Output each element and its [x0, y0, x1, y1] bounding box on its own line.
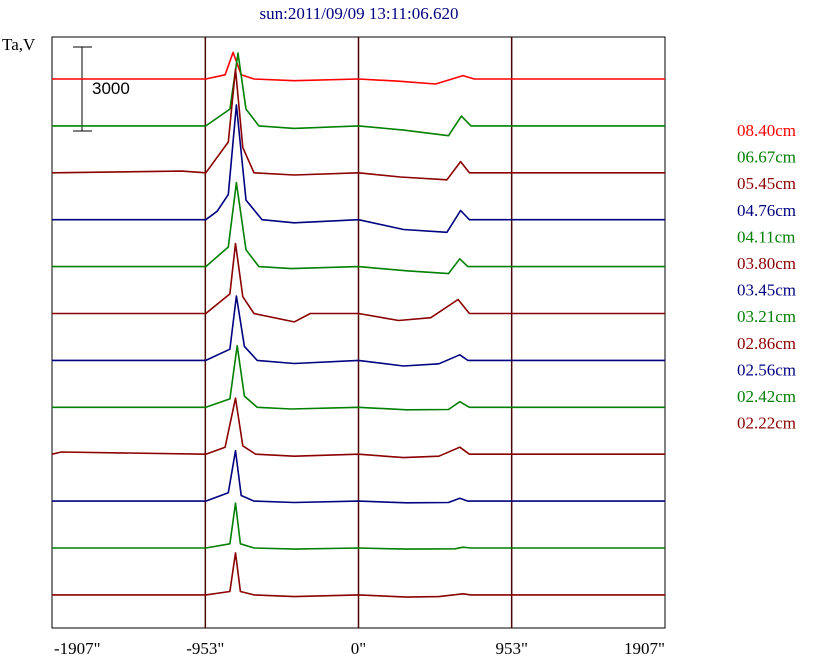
legend-item-03-80cm: 03.80cm [737, 254, 796, 273]
legend-item-03-21cm: 03.21cm [737, 307, 796, 326]
trace-04-76cm [52, 104, 665, 234]
trace-03-80cm [52, 242, 665, 323]
legend: 08.40cm 06.67cm 05.45cm 04.76cm 04.11cm 03.80… [737, 121, 796, 433]
trace-05-45cm [51, 68, 665, 181]
legend-item-04-11cm: 04.11cm [737, 227, 795, 246]
legend-item-08-40cm: 08.40cm [737, 121, 796, 140]
y-axis-label: Ta,V [2, 35, 36, 54]
trace-02-22cm [52, 552, 665, 598]
trace-02-42cm [52, 502, 665, 550]
legend-item-06-67cm: 06.67cm [737, 148, 796, 167]
x-tick-label-0: -1907" [54, 639, 101, 658]
legend-item-05-45cm: 05.45cm [737, 174, 796, 193]
trace-02-56cm [52, 449, 665, 504]
trace-08-40cm [52, 51, 665, 85]
trace-02-86cm [51, 397, 665, 459]
trace-04-11cm [52, 181, 665, 275]
traces [51, 51, 665, 598]
legend-item-02-86cm: 02.86cm [737, 334, 796, 353]
x-tick-label-1: -953" [186, 639, 224, 658]
trace-06-67cm [52, 52, 665, 137]
x-tick-label-4: 1907" [624, 639, 665, 658]
chart-title: sun:2011/09/09 13:11:06.620 [260, 4, 459, 23]
vertical-reference-lines [204, 37, 513, 628]
legend-item-03-45cm: 03.45cm [737, 281, 796, 300]
legend-item-02-56cm: 02.56cm [737, 360, 796, 379]
trace-03-45cm [52, 295, 665, 367]
x-tick-label-2: 0" [351, 639, 366, 658]
scale-bar: 3000 [73, 46, 130, 132]
legend-item-02-22cm: 02.22cm [737, 414, 796, 433]
trace-03-21cm [52, 344, 665, 411]
legend-item-04-76cm: 04.76cm [737, 201, 796, 220]
x-tick-labels: -1907" -953" 0" 953" 1907" [54, 639, 665, 658]
x-tick-label-3: 953" [495, 639, 527, 658]
legend-item-02-42cm: 02.42cm [737, 387, 796, 406]
scale-bar-label: 3000 [92, 79, 130, 98]
